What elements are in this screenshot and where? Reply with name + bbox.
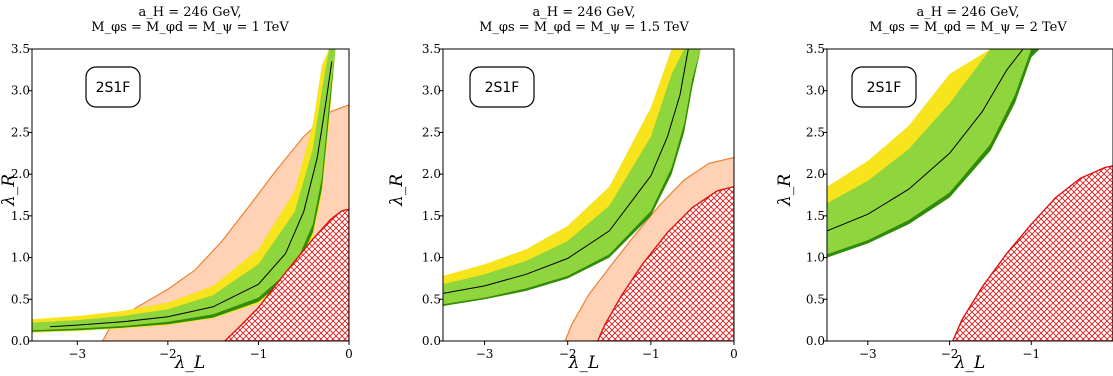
x-tick-label: −3 xyxy=(859,347,877,361)
y-tick-label: 2.5 xyxy=(11,125,30,139)
y-tick-label: 3.0 xyxy=(422,84,441,98)
x-tick-label: 0 xyxy=(730,347,738,361)
y-tick-label: 2.0 xyxy=(806,167,825,181)
panel-1-5tev: −3 −2 −1 0 0.0 0.5 1.0 1.5 2.0 2.5 3.0 3.5 a_H = 24… xyxy=(387,5,738,373)
panel-title-line1: a_H = 246 GeV, xyxy=(138,5,241,20)
badge-box xyxy=(85,66,141,108)
central-line xyxy=(827,49,1024,232)
panel-title-line1: a_H = 246 GeV, xyxy=(532,5,635,20)
band-green-area xyxy=(827,49,1048,255)
panel-plot-area: −3 −2 −1 0.0 0.5 1.0 1.5 2.0 2.5 3.0 3.5 xyxy=(806,42,1113,361)
band-yellow-area xyxy=(32,49,336,333)
x-tick-label: −2 xyxy=(559,347,577,361)
y-tick-label: 0.0 xyxy=(422,334,441,348)
y-tick-label: 0.5 xyxy=(422,292,441,306)
x-tick-label: −3 xyxy=(476,347,494,361)
y-axis-label: λ_R xyxy=(775,174,795,207)
y-tick-label: 3.5 xyxy=(422,42,441,56)
panel-title-line2: M_φs = M_φd = M_ψ = 2 TeV xyxy=(869,20,1067,35)
y-tick-label: 2.5 xyxy=(422,125,441,139)
axes-frame xyxy=(31,48,350,342)
y-tick-label: 3.5 xyxy=(806,42,825,56)
y-tick-label: 0.0 xyxy=(11,334,30,348)
plot-inner xyxy=(443,49,734,341)
x-axis-label: λ_L xyxy=(568,353,600,373)
x-tick-label: −3 xyxy=(68,347,86,361)
y-tick-label: 1.0 xyxy=(11,251,30,265)
y-tick-label: 0.5 xyxy=(11,292,30,306)
x-axis-label: λ_L xyxy=(174,353,206,373)
y-tick-label: 1.0 xyxy=(806,251,825,265)
x-tick-label: −1 xyxy=(642,347,660,361)
panel-title-line2: M_φs = M_φd = M_ψ = 1 TeV xyxy=(91,20,289,35)
y-tick-label: 3.0 xyxy=(11,84,30,98)
axes-frame xyxy=(442,48,735,342)
panel-plot-area: −3 −2 −1 0 0.0 0.5 1.0 1.5 2.0 2.5 3.0 3.5 xyxy=(422,42,738,361)
badge-label: 2S1F xyxy=(867,80,902,96)
y-tick-label: 3.0 xyxy=(806,84,825,98)
x-tick-label: 0 xyxy=(345,347,353,361)
band-darkgreen-area xyxy=(827,49,1048,258)
y-tick-label: 1.5 xyxy=(11,209,30,223)
x-axis-label: λ_L xyxy=(954,353,986,373)
panel-2tev: −3 −2 −1 0.0 0.5 1.0 1.5 2.0 2.5 3.0 3.5 a_H = 246… xyxy=(775,5,1113,373)
red-hatched-region xyxy=(223,208,349,341)
x-tick-label: −2 xyxy=(941,347,959,361)
y-tick-label: 2.0 xyxy=(422,167,441,181)
x-tick-label: −2 xyxy=(159,347,177,361)
band-green-area xyxy=(443,49,701,305)
y-tick-label: 1.5 xyxy=(422,209,441,223)
y-tick-label: 2.0 xyxy=(11,167,30,181)
axes-frame xyxy=(826,48,1113,342)
panel-plot-area: −3 −2 −1 0 0.0 0.5 1.0 1.5 2.0 2.5 3.0 3.5 xyxy=(11,42,353,361)
badge-box xyxy=(469,66,535,108)
panel-1tev: −3 −2 −1 0 0.0 0.5 1.0 1.5 2.0 2.5 3.0 3.5 a_H = 24… xyxy=(0,5,353,373)
y-tick-label: 1.5 xyxy=(806,209,825,223)
red-hatched-region xyxy=(952,165,1113,341)
red-hatched-region xyxy=(596,185,734,341)
x-tick-label: −1 xyxy=(250,347,268,361)
y-tick-label: 2.5 xyxy=(806,125,825,139)
central-line xyxy=(443,49,689,294)
x-tick-label: −1 xyxy=(1022,347,1040,361)
panel-title-line2: M_φs = M_φd = M_ψ = 1.5 TeV xyxy=(479,20,689,35)
y-tick-label: 0.0 xyxy=(806,334,825,348)
y-axis-label: λ_R xyxy=(387,174,407,207)
badge-label: 2S1F xyxy=(485,80,520,96)
y-tick-label: 1.0 xyxy=(422,251,441,265)
plot-inner xyxy=(32,49,349,341)
y-tick-label: 3.5 xyxy=(11,42,30,56)
badge-label: 2S1F xyxy=(96,80,131,96)
plot-inner xyxy=(827,49,1113,341)
badge-box xyxy=(851,66,917,108)
panel-title-line1: a_H = 246 GeV, xyxy=(916,5,1019,20)
y-axis-label: λ_R xyxy=(0,174,19,207)
y-tick-label: 0.5 xyxy=(806,292,825,306)
central-line xyxy=(50,61,333,328)
